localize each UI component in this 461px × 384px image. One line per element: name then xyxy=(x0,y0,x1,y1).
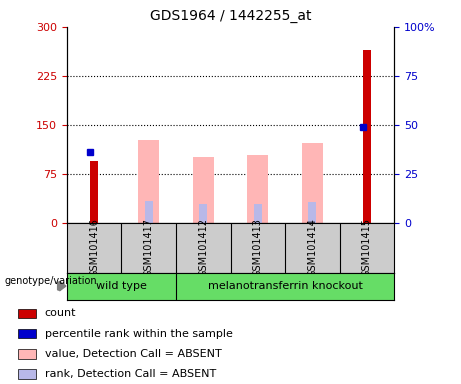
Text: GSM101412: GSM101412 xyxy=(198,218,208,277)
Bar xyxy=(193,157,213,223)
Text: rank, Detection Call = ABSENT: rank, Detection Call = ABSENT xyxy=(45,369,216,379)
Bar xyxy=(254,204,262,223)
Bar xyxy=(302,143,323,223)
Bar xyxy=(18,309,36,318)
Text: GSM101417: GSM101417 xyxy=(144,218,154,277)
Text: value, Detection Call = ABSENT: value, Detection Call = ABSENT xyxy=(45,349,221,359)
Text: count: count xyxy=(45,308,76,318)
Bar xyxy=(145,200,153,223)
Bar xyxy=(18,329,36,338)
Text: genotype/variation: genotype/variation xyxy=(5,276,97,286)
Bar xyxy=(199,204,207,223)
Text: GSM101416: GSM101416 xyxy=(89,218,99,277)
FancyArrow shape xyxy=(58,281,66,291)
Bar xyxy=(18,349,36,359)
Bar xyxy=(90,161,98,223)
Text: GSM101413: GSM101413 xyxy=(253,218,263,277)
Bar xyxy=(308,202,316,223)
Text: melanotransferrin knockout: melanotransferrin knockout xyxy=(207,281,362,291)
Text: wild type: wild type xyxy=(96,281,147,291)
Bar xyxy=(363,50,371,223)
Bar xyxy=(248,155,268,223)
Text: GSM101415: GSM101415 xyxy=(362,218,372,277)
Text: percentile rank within the sample: percentile rank within the sample xyxy=(45,329,232,339)
Text: GSM101414: GSM101414 xyxy=(307,218,317,277)
Title: GDS1964 / 1442255_at: GDS1964 / 1442255_at xyxy=(150,9,311,23)
Bar xyxy=(18,369,36,379)
Bar xyxy=(138,141,159,223)
